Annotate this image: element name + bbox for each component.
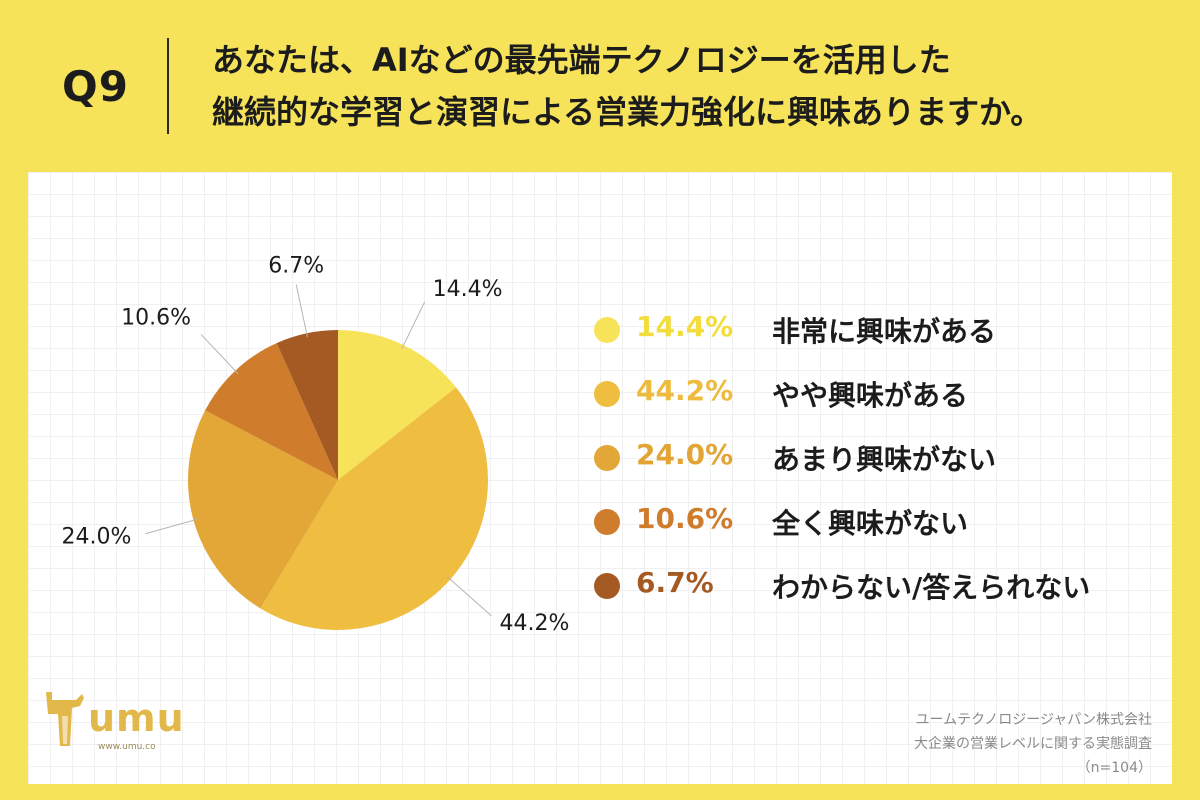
header-divider — [167, 38, 169, 134]
legend-percent: 24.0% — [636, 438, 734, 471]
legend-label: あまり興味がない — [772, 443, 997, 476]
slice-value-label: 44.2% — [499, 611, 569, 636]
pie-slice — [205, 343, 338, 480]
leader-line — [145, 518, 198, 535]
question-line-2: 継続的な学習と演習による営業力強化に興味ありますか。 — [212, 93, 1043, 131]
pie-slice — [276, 330, 338, 480]
slice-value-label: 6.7% — [268, 253, 324, 278]
source-survey: 大企業の営業レベルに関する実態調査 — [914, 736, 1152, 752]
source-note: ユームテクノロジージャパン株式会社 大企業の営業レベルに関する実態調査 （n=1… — [914, 708, 1152, 780]
slice-value-label: 14.4% — [433, 277, 503, 302]
leader-line — [200, 333, 239, 374]
legend-label: やや興味がある — [772, 379, 969, 412]
legend-dot-icon — [594, 381, 620, 407]
legend-label: 非常に興味がある — [772, 315, 997, 348]
logo-url: www.umu.co — [98, 742, 156, 752]
leader-line — [446, 576, 492, 617]
slice-value-label: 10.6% — [121, 305, 191, 330]
pie-slice — [187, 410, 338, 609]
umu-logo: umu www.umu.co — [42, 686, 192, 756]
question-number: Q9 — [62, 62, 129, 111]
legend-dot-icon — [594, 509, 620, 535]
legend-label: 全く興味がない — [772, 507, 969, 540]
giraffe-logo-icon — [46, 692, 84, 746]
legend-percent: 14.4% — [636, 310, 734, 343]
legend-label: わからない/答えられない — [772, 571, 1091, 604]
chart-panel: 14.4% 44.2% 24.0% 10.6% 6.7% 14.4% 非常に興味がある … — [28, 172, 1172, 784]
legend-dot-icon — [594, 445, 620, 471]
legend-dot-icon — [594, 317, 620, 343]
pie-slice — [338, 330, 457, 480]
legend-percent: 6.7% — [636, 566, 714, 599]
question-line-1: あなたは、AIなどの最先端テクノロジーを活用した — [212, 41, 951, 79]
legend-percent: 44.2% — [636, 374, 734, 407]
leader-line — [401, 301, 426, 349]
logo-wordmark: umu — [88, 696, 185, 740]
question-header: Q9 あなたは、AIなどの最先端テクノロジーを活用した 継続的な学習と演習による… — [0, 0, 1200, 170]
source-company: ユームテクノロジージャパン株式会社 — [915, 712, 1152, 728]
legend-dot-icon — [594, 573, 620, 599]
sample-size: （n=104） — [1076, 760, 1152, 776]
slice-value-label: 24.0% — [61, 525, 131, 550]
legend-percent: 10.6% — [636, 502, 734, 535]
pie-slice — [260, 387, 488, 630]
question-text: あなたは、AIなどの最先端テクノロジーを活用した 継続的な学習と演習による営業力… — [212, 34, 1172, 138]
leader-line — [295, 284, 308, 338]
pie-chart: 14.4% 44.2% 24.0% 10.6% 6.7% — [61, 253, 569, 636]
